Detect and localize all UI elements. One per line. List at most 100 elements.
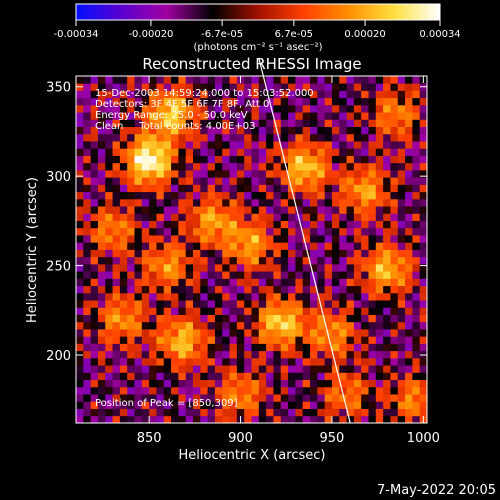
heatmap-cell bbox=[127, 321, 135, 330]
colorbar-tick-label: 0.00034 bbox=[419, 29, 460, 40]
heatmap-cell bbox=[331, 386, 340, 395]
heatmap-cell bbox=[83, 213, 92, 221]
heatmap-cell bbox=[295, 104, 304, 113]
heatmap-cell bbox=[339, 365, 347, 373]
heatmap-cell bbox=[105, 379, 113, 388]
heatmap-cell bbox=[324, 169, 333, 178]
heatmap-cell bbox=[368, 379, 377, 388]
y-tick-label: 200 bbox=[46, 349, 71, 364]
heatmap-cell bbox=[383, 285, 391, 294]
heatmap-cell bbox=[222, 177, 230, 185]
heatmap-cell bbox=[302, 285, 311, 294]
heatmap-cell bbox=[207, 76, 216, 84]
heatmap-cell bbox=[185, 227, 194, 236]
heatmap-cell bbox=[353, 329, 362, 337]
heatmap-cell bbox=[346, 415, 355, 423]
heatmap-cell bbox=[405, 126, 413, 135]
heatmap-cell bbox=[368, 148, 377, 156]
heatmap-cell bbox=[200, 119, 209, 128]
heatmap-cell bbox=[185, 76, 194, 84]
heatmap-cell bbox=[214, 90, 223, 99]
heatmap-cell bbox=[134, 271, 143, 279]
heatmap-cell bbox=[266, 184, 274, 193]
heatmap-cell bbox=[302, 372, 311, 381]
heatmap-cell bbox=[193, 198, 201, 207]
heatmap-cell bbox=[266, 307, 274, 315]
heatmap-cell bbox=[405, 408, 413, 417]
heatmap-cell bbox=[412, 386, 421, 395]
heatmap-cell bbox=[83, 133, 92, 142]
heatmap-cell bbox=[193, 104, 201, 113]
heatmap-cell bbox=[119, 336, 128, 344]
heatmap-cell bbox=[273, 155, 282, 164]
heatmap-cell bbox=[295, 90, 304, 99]
heatmap-cell bbox=[346, 148, 355, 156]
heatmap-cell bbox=[185, 235, 194, 243]
heatmap-cell bbox=[156, 169, 165, 178]
heatmap-cell bbox=[317, 271, 326, 279]
heatmap-cell bbox=[346, 271, 355, 279]
heatmap-cell bbox=[163, 155, 172, 164]
heatmap-cell bbox=[390, 379, 399, 388]
heatmap-cell bbox=[412, 321, 421, 330]
heatmap-cell bbox=[229, 365, 238, 373]
heatmap-cell bbox=[383, 235, 391, 243]
heatmap-cell bbox=[178, 336, 187, 344]
heatmap-cell bbox=[258, 365, 267, 373]
heatmap-cell bbox=[214, 357, 223, 366]
heatmap-cell bbox=[112, 220, 121, 229]
heatmap-cell bbox=[251, 104, 260, 113]
heatmap-cell bbox=[310, 292, 318, 301]
heatmap-cell bbox=[163, 184, 172, 193]
heatmap-cell bbox=[97, 357, 106, 366]
y-tick-label: 300 bbox=[46, 170, 71, 185]
heatmap-cell bbox=[375, 76, 384, 84]
heatmap-cell bbox=[178, 206, 187, 214]
heatmap-cell bbox=[229, 336, 238, 344]
heatmap-cell bbox=[339, 372, 347, 381]
heatmap-cell bbox=[90, 379, 99, 388]
heatmap-cell bbox=[236, 242, 245, 250]
heatmap-cell bbox=[156, 285, 165, 294]
heatmap-cell bbox=[141, 408, 150, 417]
heatmap-cell bbox=[105, 292, 113, 301]
heatmap-cell bbox=[193, 263, 201, 272]
heatmap-cell bbox=[258, 126, 267, 135]
heatmap-cell bbox=[171, 329, 179, 337]
heatmap-cell bbox=[236, 213, 245, 221]
heatmap-cell bbox=[251, 97, 260, 106]
heatmap-cell bbox=[156, 206, 165, 214]
heatmap-cell bbox=[405, 278, 413, 287]
heatmap-cell bbox=[127, 401, 135, 409]
heatmap-cell bbox=[310, 278, 318, 287]
heatmap-cell bbox=[214, 278, 223, 287]
heatmap-cell bbox=[207, 300, 216, 308]
heatmap-cell bbox=[112, 307, 121, 315]
heatmap-cell bbox=[193, 227, 201, 236]
heatmap-cell bbox=[236, 394, 245, 402]
heatmap-cell bbox=[339, 220, 347, 229]
heatmap-cell bbox=[390, 184, 399, 193]
heatmap-cell bbox=[200, 278, 209, 287]
heatmap-cell bbox=[134, 379, 143, 388]
heatmap-cell bbox=[207, 141, 216, 149]
x-tick-label: 900 bbox=[228, 431, 253, 446]
heatmap-cell bbox=[317, 386, 326, 395]
heatmap-cell bbox=[288, 285, 296, 294]
heatmap-cell bbox=[375, 365, 384, 373]
heatmap-cell bbox=[361, 365, 369, 373]
heatmap-cell bbox=[412, 227, 421, 236]
heatmap-cell bbox=[302, 263, 311, 272]
heatmap-cell bbox=[105, 321, 113, 330]
heatmap-cell bbox=[419, 235, 427, 243]
heatmap-cell bbox=[324, 415, 333, 423]
heatmap-cell bbox=[119, 133, 128, 142]
heatmap-cell bbox=[266, 83, 274, 91]
heatmap-cell bbox=[141, 235, 150, 243]
heatmap-cell bbox=[331, 365, 340, 373]
heatmap-cell bbox=[397, 155, 406, 164]
heatmap-cell bbox=[127, 213, 135, 221]
heatmap-cell bbox=[375, 249, 384, 258]
heatmap-cell bbox=[390, 292, 399, 301]
